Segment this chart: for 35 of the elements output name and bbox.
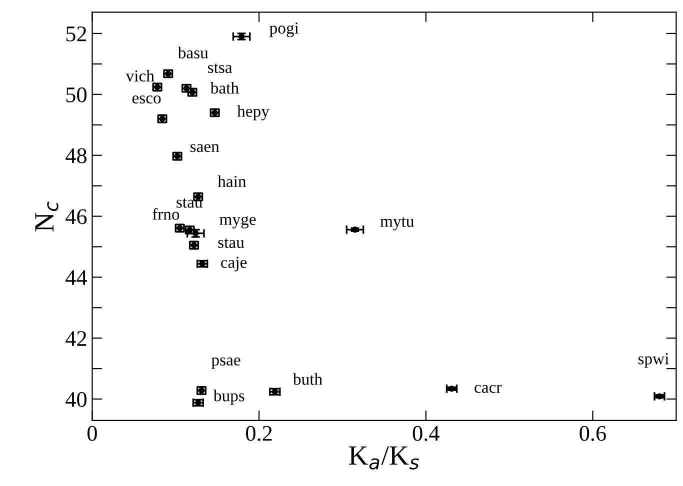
annotation: cacr	[474, 384, 502, 393]
annotation: hepy	[237, 105, 270, 120]
point	[238, 33, 245, 40]
y-tick-label: 46	[66, 209, 87, 224]
x-axis-title: K$_{a}$/K$_{s}$	[349, 446, 419, 470]
annotation: saen	[190, 144, 220, 152]
annotation: stsa	[208, 63, 232, 74]
annotation: mytu	[380, 217, 414, 230]
y-tick-label: 40	[66, 392, 86, 407]
y-tick-label: 50	[66, 87, 86, 102]
x-tick-label: 0.2	[246, 426, 272, 441]
annotation: myge	[220, 216, 256, 228]
annotation: vich	[126, 70, 154, 82]
annotation: spwi	[638, 353, 669, 368]
y-axis-title: N$_{c}$	[35, 201, 58, 232]
annotation: buth	[292, 373, 322, 385]
annotation: bups	[213, 390, 244, 405]
annotation: caje	[221, 256, 247, 272]
y-tick-label: 52	[66, 26, 86, 42]
annotation: hain	[218, 175, 246, 188]
annotation: frno	[152, 208, 180, 220]
x-tick-label: 0.4	[412, 426, 440, 441]
annotation: bath	[210, 82, 239, 94]
annotation: stau	[176, 198, 202, 208]
annotation: stau	[218, 238, 244, 248]
y-tick-label: 44	[66, 270, 87, 285]
y-tick-label: 48	[66, 148, 86, 164]
annotation: esco	[132, 95, 161, 104]
point	[352, 226, 358, 233]
annotation: psae	[211, 358, 240, 369]
y-tick-label: 42	[66, 331, 86, 346]
x-tick-label: 0.6	[580, 426, 606, 441]
annotation: pogi	[270, 22, 299, 38]
x-tick-label: 0	[87, 426, 97, 441]
annotation: basu	[178, 46, 208, 58]
